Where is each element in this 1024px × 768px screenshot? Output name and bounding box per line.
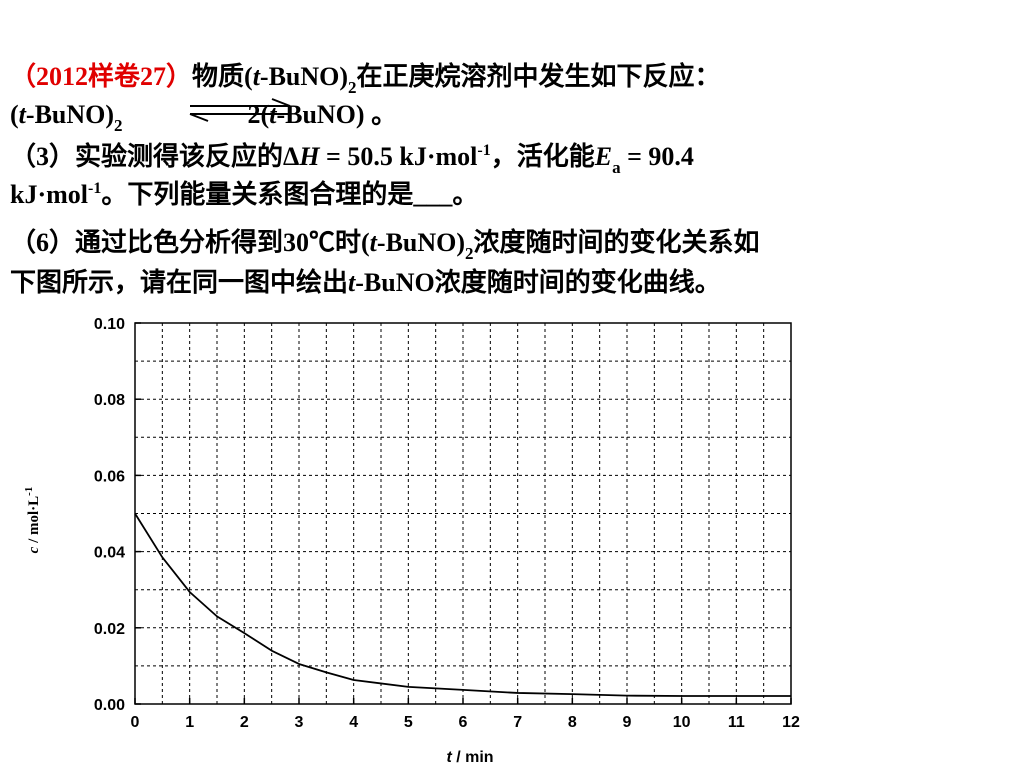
x-tick-label: 0: [131, 714, 140, 731]
text: 。: [364, 100, 398, 129]
y-tick-label: 0.06: [94, 468, 125, 485]
equilibrium-arrow: [189, 98, 291, 122]
text: kJ·mol: [10, 180, 89, 209]
x-tick-label: 5: [404, 714, 413, 731]
x-tick-label: 6: [459, 714, 468, 731]
text: 2: [348, 78, 357, 97]
text: / mol·L: [26, 496, 42, 547]
text-line: （6）通过比色分析得到30℃时(t-BuNO)2浓度随时间的变化关系如: [10, 222, 760, 264]
text: t: [18, 100, 26, 129]
x-tick-label: 4: [349, 714, 358, 731]
x-tick-label: 8: [568, 714, 577, 731]
x-tick-label: 3: [295, 714, 304, 731]
text: t: [369, 228, 377, 257]
text: 浓度随时间的变化关系如: [473, 228, 760, 257]
x-axis-label: t / min: [446, 749, 493, 766]
text: 2: [114, 116, 123, 135]
text: H: [299, 142, 320, 171]
text: 下图所示，请在同一图中绘出: [10, 268, 349, 297]
text: -BuNO浓度随时间的变化曲线。: [355, 268, 721, 297]
y-tick-label: 0.08: [94, 392, 125, 409]
text: -1: [477, 142, 491, 159]
text: t: [446, 749, 452, 766]
text: -BuNO): [25, 100, 115, 129]
text-line: 下图所示，请在同一图中绘出t-BuNO浓度随时间的变化曲线。: [10, 262, 721, 299]
text: -BuNO): [376, 228, 466, 257]
y-axis-label: c / mol·L-1: [23, 487, 42, 554]
text: E: [594, 142, 613, 171]
text: 。: [452, 180, 479, 209]
text: -1: [23, 487, 35, 496]
text: = 90.4: [620, 142, 694, 171]
x-tick-label: 7: [513, 714, 522, 731]
text: -BuNO): [259, 62, 349, 91]
text: （6）通过比色分析得到30℃时(: [10, 228, 370, 257]
text: ___: [413, 180, 453, 209]
text-line: (t-BuNO)2 2(t-BuNO) 。: [10, 94, 397, 136]
text: a: [612, 158, 621, 177]
text: c: [26, 546, 42, 553]
text: （3）实验测得该反应的Δ: [10, 142, 300, 171]
x-tick-label: 12: [782, 714, 800, 731]
text: 2: [465, 244, 474, 263]
text: = 50.5 kJ·mol: [319, 142, 478, 171]
text: -1: [88, 180, 102, 197]
text-line: kJ·mol-1。下列能量关系图合理的是___。: [10, 174, 478, 211]
text-line: （3）实验测得该反应的ΔH = 50.5 kJ·mol-1，活化能Ea = 90…: [10, 136, 694, 178]
y-tick-label: 0.10: [94, 316, 125, 333]
y-tick-label: 0.04: [94, 545, 125, 562]
x-tick-label: 11: [728, 714, 745, 731]
text: / min: [452, 749, 494, 766]
x-tick-label: 2: [240, 714, 249, 731]
text: 物质(: [192, 62, 253, 91]
x-tick-label: 9: [623, 714, 632, 731]
text: t: [348, 268, 356, 297]
data-line: [134, 513, 791, 697]
text: 。下列能量关系图合理的是: [101, 180, 414, 209]
text: ，活化能: [490, 142, 595, 171]
text: -BuNO): [276, 100, 365, 129]
text: （2012样卷27）: [10, 62, 193, 91]
y-tick-label: 0.00: [94, 697, 125, 714]
y-tick-label: 0.02: [94, 621, 125, 638]
text: t: [252, 62, 260, 91]
x-tick-label: 10: [673, 714, 691, 731]
text: (: [10, 100, 19, 129]
text: 在正庚烷溶剂中发生如下反应：: [356, 62, 721, 91]
x-tick-label: 1: [185, 714, 194, 731]
text-line: （2012样卷27）物质(t-BuNO)2在正庚烷溶剂中发生如下反应：: [10, 56, 721, 98]
